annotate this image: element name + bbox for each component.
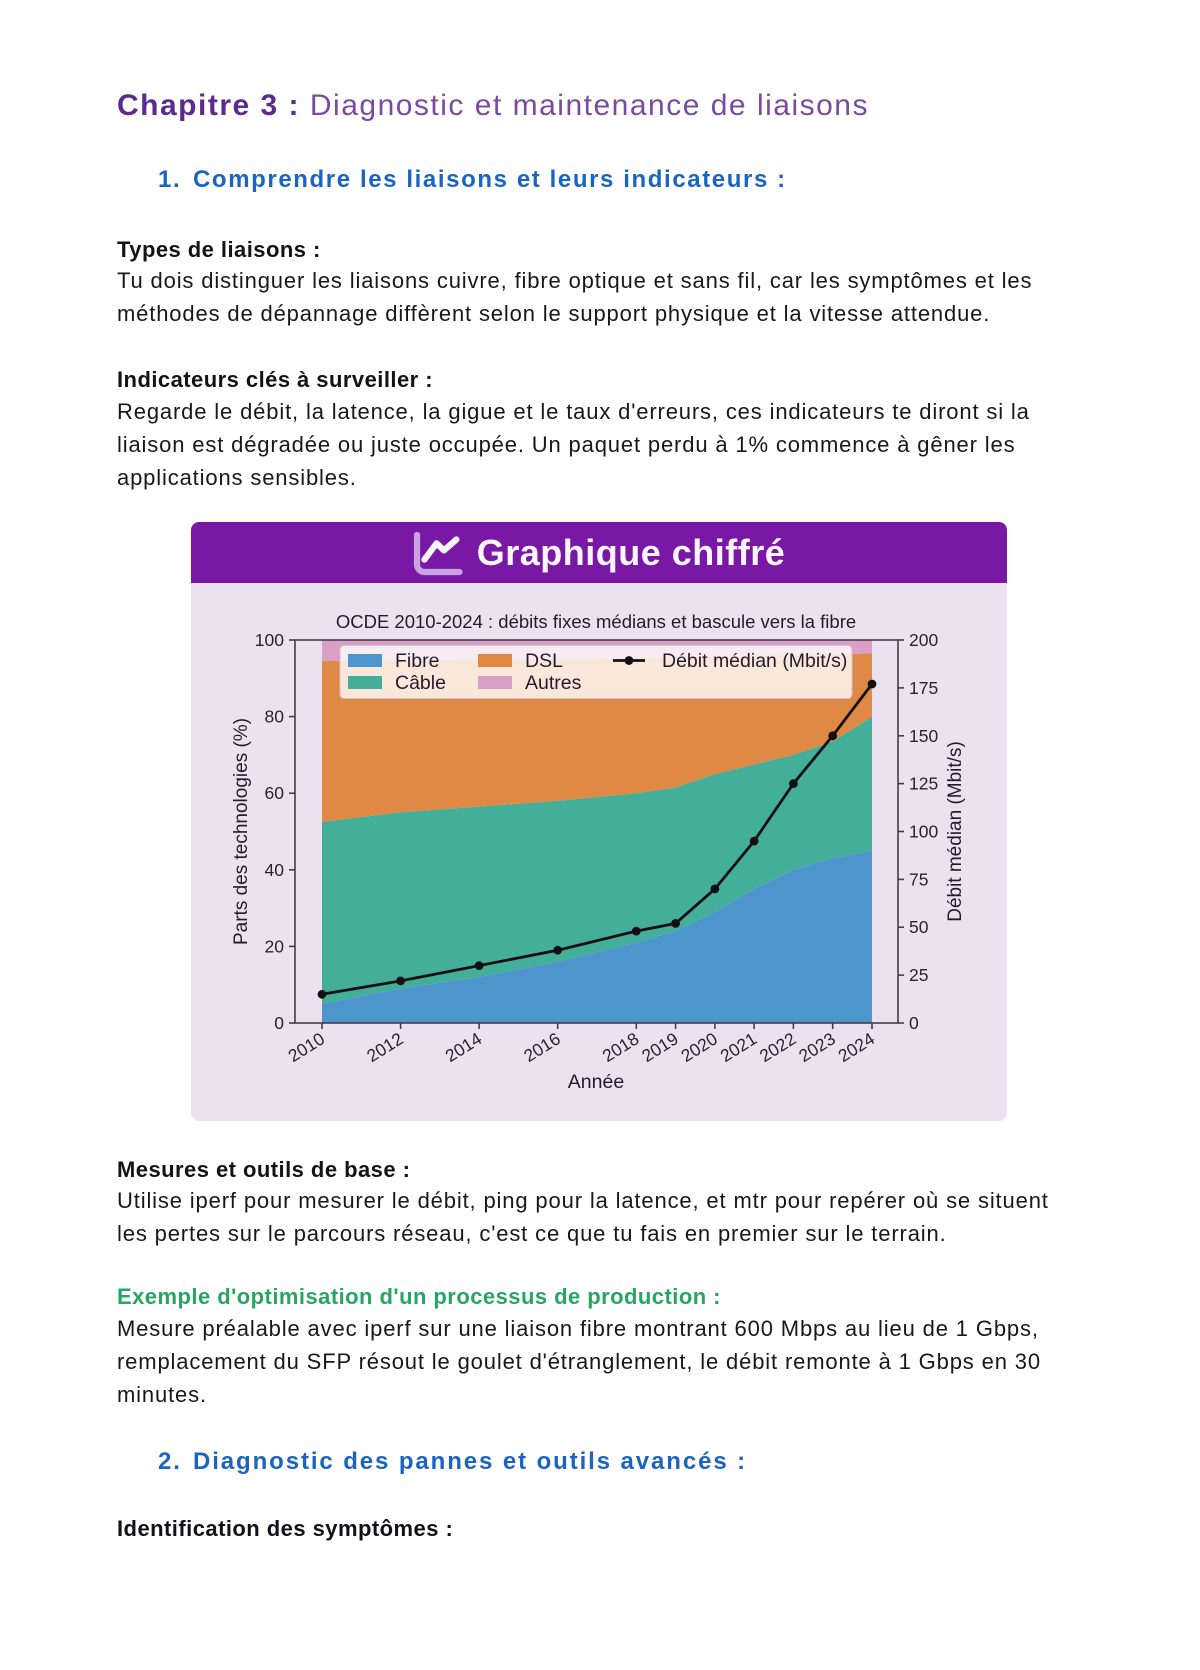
svg-text:OCDE 2010-2024 : débits fixes: OCDE 2010-2024 : débits fixes médians et… [336, 611, 856, 632]
svg-text:125: 125 [909, 774, 938, 794]
svg-text:50: 50 [909, 917, 929, 937]
svg-text:0: 0 [274, 1013, 284, 1033]
svg-text:2016: 2016 [520, 1028, 564, 1066]
svg-text:0: 0 [909, 1013, 919, 1033]
svg-text:2012: 2012 [363, 1028, 407, 1066]
svg-text:2021: 2021 [717, 1028, 761, 1066]
svg-text:25: 25 [909, 965, 928, 985]
svg-text:Parts des technologies (%): Parts des technologies (%) [231, 718, 252, 945]
svg-text:2019: 2019 [638, 1028, 682, 1066]
svg-text:100: 100 [255, 630, 284, 650]
svg-text:20: 20 [265, 936, 285, 956]
svg-text:2010: 2010 [285, 1028, 329, 1066]
svg-text:2023: 2023 [795, 1028, 839, 1066]
svg-text:75: 75 [909, 869, 928, 889]
svg-text:2024: 2024 [835, 1028, 879, 1066]
svg-text:DSL: DSL [525, 650, 563, 672]
svg-text:200: 200 [909, 630, 938, 650]
svg-text:Fibre: Fibre [395, 650, 439, 672]
svg-text:175: 175 [909, 678, 938, 698]
svg-text:2020: 2020 [677, 1028, 721, 1066]
svg-text:Autres: Autres [525, 672, 582, 694]
svg-text:100: 100 [909, 822, 938, 842]
svg-text:Débit médian (Mbit/s): Débit médian (Mbit/s) [945, 741, 966, 922]
svg-text:Année: Année [568, 1071, 624, 1093]
svg-text:60: 60 [265, 783, 285, 803]
svg-text:40: 40 [265, 860, 285, 880]
svg-text:2022: 2022 [756, 1028, 800, 1066]
svg-text:2018: 2018 [599, 1028, 643, 1066]
svg-text:80: 80 [265, 707, 285, 727]
svg-text:Câble: Câble [395, 672, 446, 694]
svg-text:2014: 2014 [442, 1028, 486, 1066]
svg-text:Débit médian (Mbit/s): Débit médian (Mbit/s) [662, 650, 847, 672]
svg-text:150: 150 [909, 726, 938, 746]
